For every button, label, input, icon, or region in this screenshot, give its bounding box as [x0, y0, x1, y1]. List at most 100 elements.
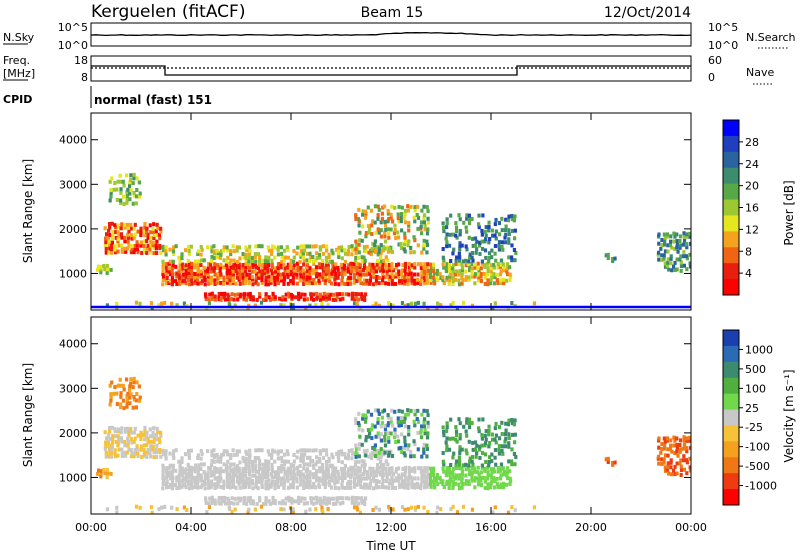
power-cell: [364, 211, 368, 216]
velocity-cell: [254, 482, 258, 487]
velocity-cell: [247, 463, 251, 468]
velocity-cell: [187, 486, 192, 491]
velocity-cell: [243, 484, 248, 489]
velocity-cell: [336, 453, 341, 458]
power-cell: [378, 261, 382, 266]
velocity-cell: [383, 423, 387, 428]
power-cell: [161, 259, 165, 264]
power-cell: [413, 281, 417, 286]
power-cell: [219, 297, 223, 302]
velocity-cell: [492, 469, 497, 474]
x-tick-label: 00:00: [675, 521, 707, 534]
power-cell: [104, 236, 108, 241]
velocity-cell: [129, 392, 133, 397]
power-cell: [244, 258, 248, 263]
power-cell: [222, 258, 226, 263]
velocity-cell: [444, 473, 449, 478]
velocity-cell: [151, 430, 155, 435]
power-cell: [376, 216, 380, 221]
power-cell: [109, 243, 114, 248]
power-cell: [347, 292, 351, 297]
power-cell: [423, 227, 427, 232]
power-cell: [383, 246, 387, 251]
velocity-cell: [303, 452, 307, 457]
velocity-cell: [347, 479, 351, 484]
velocity-cell: [487, 463, 491, 468]
colorbar-tick-label: 1000: [745, 343, 773, 356]
velocity-cell: [409, 408, 413, 413]
power-cell: [217, 291, 221, 296]
velocity-cell: [488, 485, 493, 490]
power-cell: [464, 269, 468, 274]
velocity-cell: [109, 392, 113, 397]
power-cell: [666, 260, 670, 265]
power-cell: [318, 245, 322, 250]
power-cell: [276, 281, 281, 286]
power-cell: [232, 297, 236, 302]
velocity-cell: [412, 482, 417, 487]
velocity-cell: [260, 485, 264, 490]
velocity-cell: [287, 495, 291, 500]
velocity-cell: [350, 495, 355, 500]
velocity-cell: [344, 496, 349, 501]
power-cell: [480, 232, 484, 237]
power-cell: [663, 239, 667, 244]
power-cell: [394, 236, 398, 241]
velocity-cell: [120, 447, 124, 452]
velocity-cell: [230, 510, 234, 514]
power-cell: [415, 212, 419, 217]
colorbar-segment: [723, 377, 739, 395]
velocity-cell: [396, 466, 401, 471]
velocity-cell: [320, 462, 325, 467]
velocity-cell: [364, 496, 368, 501]
power-cell: [422, 301, 426, 306]
power-cell: [258, 292, 262, 297]
velocity-cell: [499, 466, 503, 471]
power-cell: [413, 301, 418, 306]
velocity-cell: [403, 453, 407, 458]
power-cell: [439, 275, 443, 280]
power-cell: [232, 249, 236, 254]
power-cell: [362, 255, 366, 260]
power-cell: [199, 245, 203, 250]
power-cell: [285, 272, 289, 277]
velocity-cell: [380, 415, 384, 420]
power-cell: [335, 295, 339, 300]
velocity-cell: [225, 469, 229, 474]
velocity-cell: [242, 499, 246, 504]
velocity-cell: [139, 434, 143, 439]
velocity-cell: [340, 475, 344, 480]
power-cell: [346, 265, 350, 270]
power-cell: [298, 278, 302, 283]
power-cell: [248, 291, 252, 296]
velocity-cell: [175, 485, 179, 490]
velocity-cell: [403, 473, 407, 478]
power-cell: [125, 200, 129, 205]
velocity-cell: [362, 449, 366, 454]
power-cell: [225, 271, 229, 276]
velocity-cell: [177, 476, 181, 481]
velocity-cell: [199, 475, 204, 480]
velocity-cell: [454, 476, 458, 481]
velocity-cell: [374, 449, 378, 454]
velocity-cell: [346, 473, 350, 478]
velocity-cell: [128, 387, 132, 392]
velocity-cell: [317, 466, 322, 471]
velocity-cell: [148, 427, 152, 432]
velocity-cell: [426, 431, 430, 436]
velocity-cell: [347, 467, 351, 472]
velocity-cell: [199, 485, 203, 490]
velocity-cell: [514, 454, 518, 459]
power-cell: [296, 265, 300, 270]
power-cell: [396, 216, 400, 221]
velocity-cell: [377, 450, 382, 455]
power-cell: [356, 297, 360, 302]
power-cell: [247, 262, 251, 267]
power-cell: [159, 229, 163, 234]
velocity-cell: [403, 507, 407, 512]
velocity-cell: [299, 456, 303, 461]
velocity-cell: [501, 472, 506, 477]
power-cell: [455, 235, 459, 240]
x-tick-label: 08:00: [275, 521, 307, 534]
power-cell: [184, 263, 188, 268]
